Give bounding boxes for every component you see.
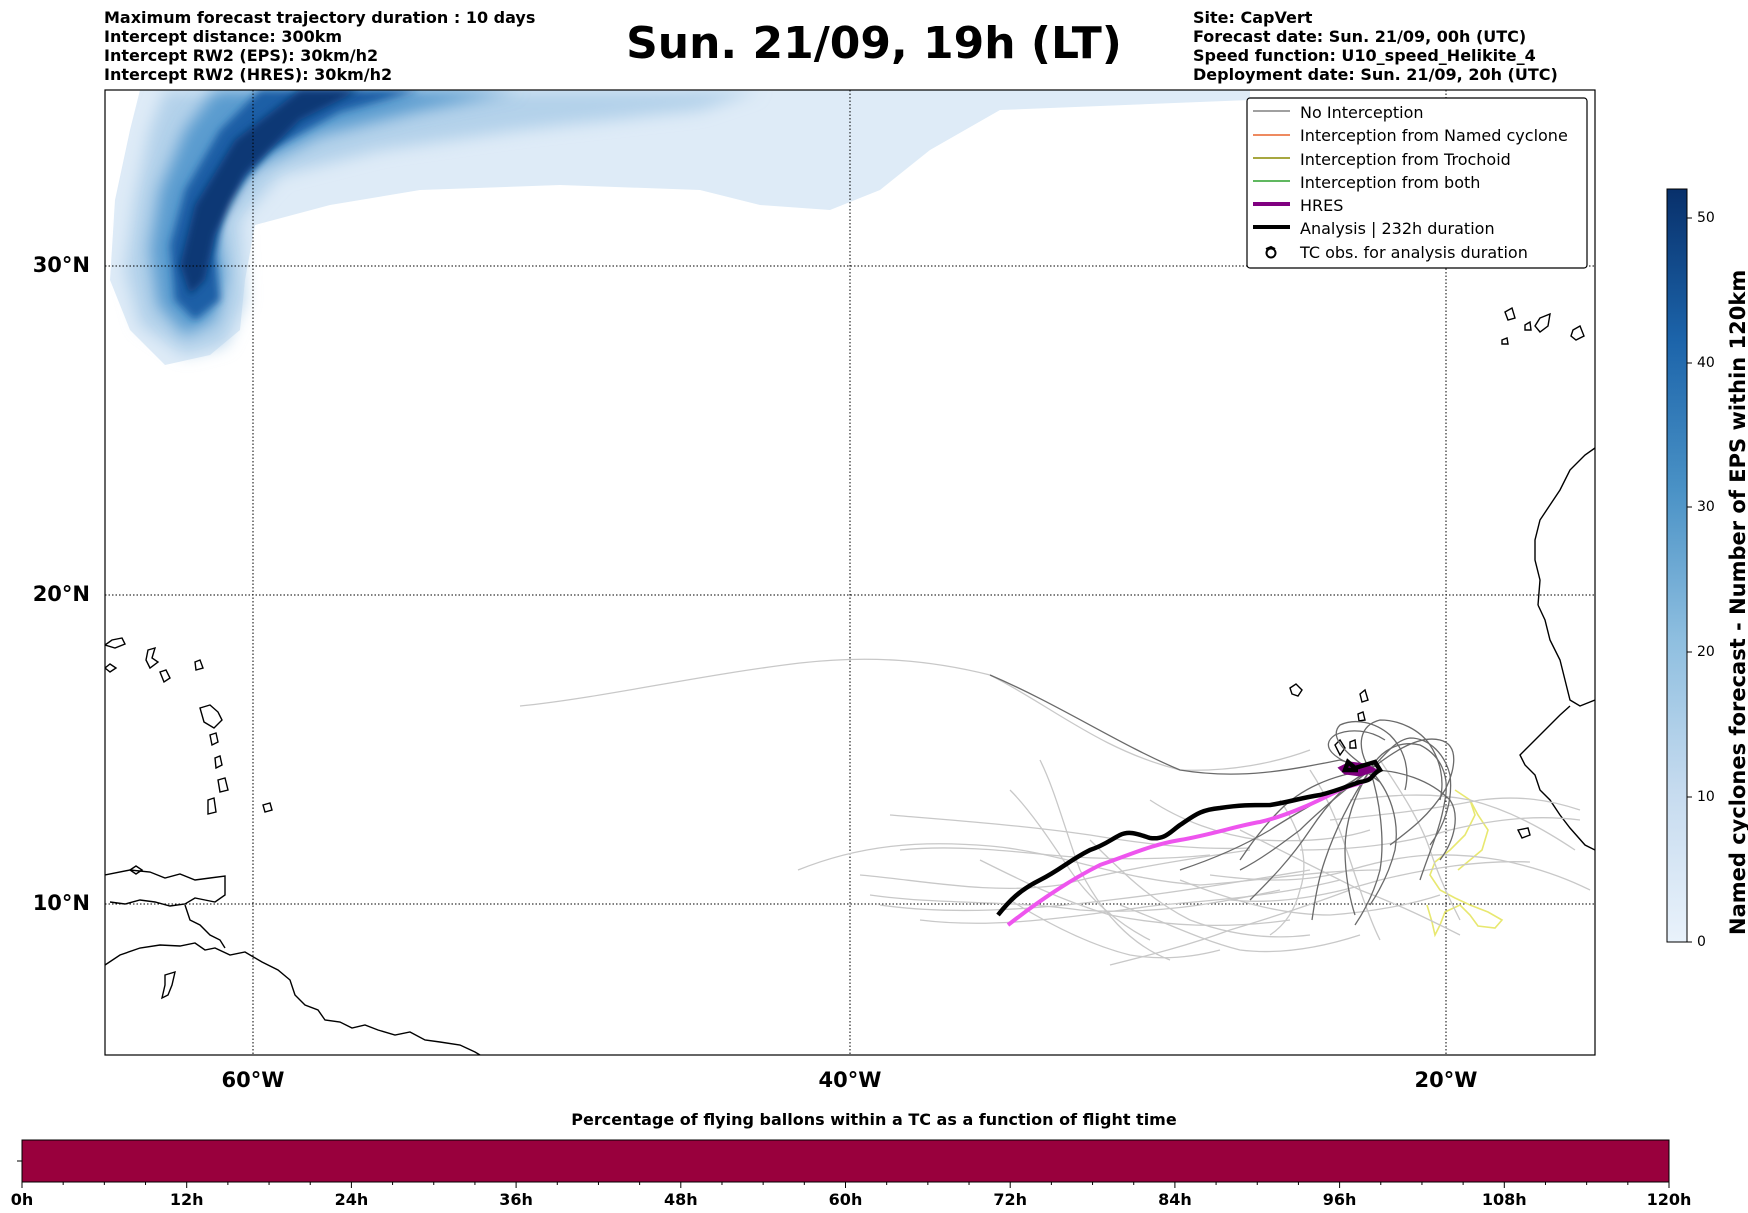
colorbar-tick: 50	[1697, 210, 1715, 226]
header-right-line: Speed function: U10_speed_Helikite_4	[1193, 46, 1536, 65]
legend-labels: No Interception Interception from Named …	[1300, 101, 1568, 264]
timebar-label: 60h	[828, 1190, 863, 1209]
lon-label: 20°W	[1414, 1068, 1478, 1092]
timebar-label: 120h	[1646, 1190, 1692, 1209]
legend-label: Interception from both	[1300, 172, 1481, 192]
timebar	[17, 1139, 1670, 1188]
page-title: Sun. 21/09, 19h (LT)	[626, 18, 1122, 69]
eps-tracks-light	[519, 658, 1591, 966]
lon-label: 40°W	[818, 1068, 882, 1092]
legend-label: TC obs. for analysis duration	[1300, 242, 1528, 262]
colorbar-tick: 40	[1697, 355, 1715, 371]
colorbar-tick: 0	[1697, 934, 1706, 950]
timebar-label: 0h	[10, 1190, 34, 1209]
trochoid-tracks	[1426, 789, 1504, 938]
coastlines	[105, 306, 1595, 1055]
cyclone-icon	[1265, 245, 1277, 259]
lat-label: 10°N	[32, 891, 90, 915]
header-left: Maximum forecast trajectory duration : 1…	[104, 8, 535, 84]
colorbar-tick: 30	[1697, 499, 1715, 515]
timebar-label: 48h	[663, 1190, 698, 1209]
header-left-line: Intercept distance: 300km	[104, 27, 343, 46]
cyclone-density-field	[110, 90, 1250, 365]
header-left-line: Intercept RW2 (HRES): 30km/h2	[104, 65, 393, 84]
timebar-label: 36h	[499, 1190, 533, 1209]
legend	[1246, 97, 1588, 269]
timebar-label: 24h	[334, 1190, 369, 1209]
header-right-line: Forecast date: Sun. 21/09, 00h (UTC)	[1193, 27, 1527, 46]
timebar-label: 108h	[1481, 1190, 1527, 1209]
map-plot	[105, 90, 1595, 1055]
header-right-line: Deployment date: Sun. 21/09, 20h (UTC)	[1193, 65, 1558, 84]
timebar-label: 96h	[1322, 1190, 1357, 1209]
analysis-track	[996, 758, 1384, 917]
header-right: Site: CapVert Forecast date: Sun. 21/09,…	[1193, 8, 1558, 84]
header-left-line: Maximum forecast trajectory duration : 1…	[104, 8, 536, 27]
timebar-label: 72h	[993, 1190, 1028, 1209]
colorbar-tick: 20	[1697, 644, 1715, 660]
lat-label: 20°N	[32, 582, 90, 606]
legend-label: Interception from Trochoid	[1300, 149, 1511, 169]
colorbar-tick: 10	[1697, 789, 1715, 805]
timebar-label: 84h	[1158, 1190, 1192, 1209]
header-left-line: Intercept RW2 (EPS): 30km/h2	[104, 46, 379, 65]
legend-label: No Interception	[1300, 103, 1424, 122]
timebar-label: 12h	[169, 1190, 204, 1209]
map-frame	[104, 89, 1596, 1056]
header-right-line: Site: CapVert	[1193, 8, 1313, 27]
colorbar	[1666, 188, 1692, 943]
legend-label: HRES	[1300, 196, 1344, 216]
lon-label: 60°W	[221, 1068, 285, 1092]
legend-label: Analysis | 232h duration	[1300, 219, 1495, 239]
legend-label: Interception from Named cyclone	[1300, 126, 1568, 146]
colorbar-title: Named cyclones forecast - Number of EPS …	[1726, 269, 1748, 935]
lat-label: 30°N	[32, 253, 90, 277]
timebar-title: Percentage of flying ballons within a TC…	[571, 1110, 1177, 1129]
